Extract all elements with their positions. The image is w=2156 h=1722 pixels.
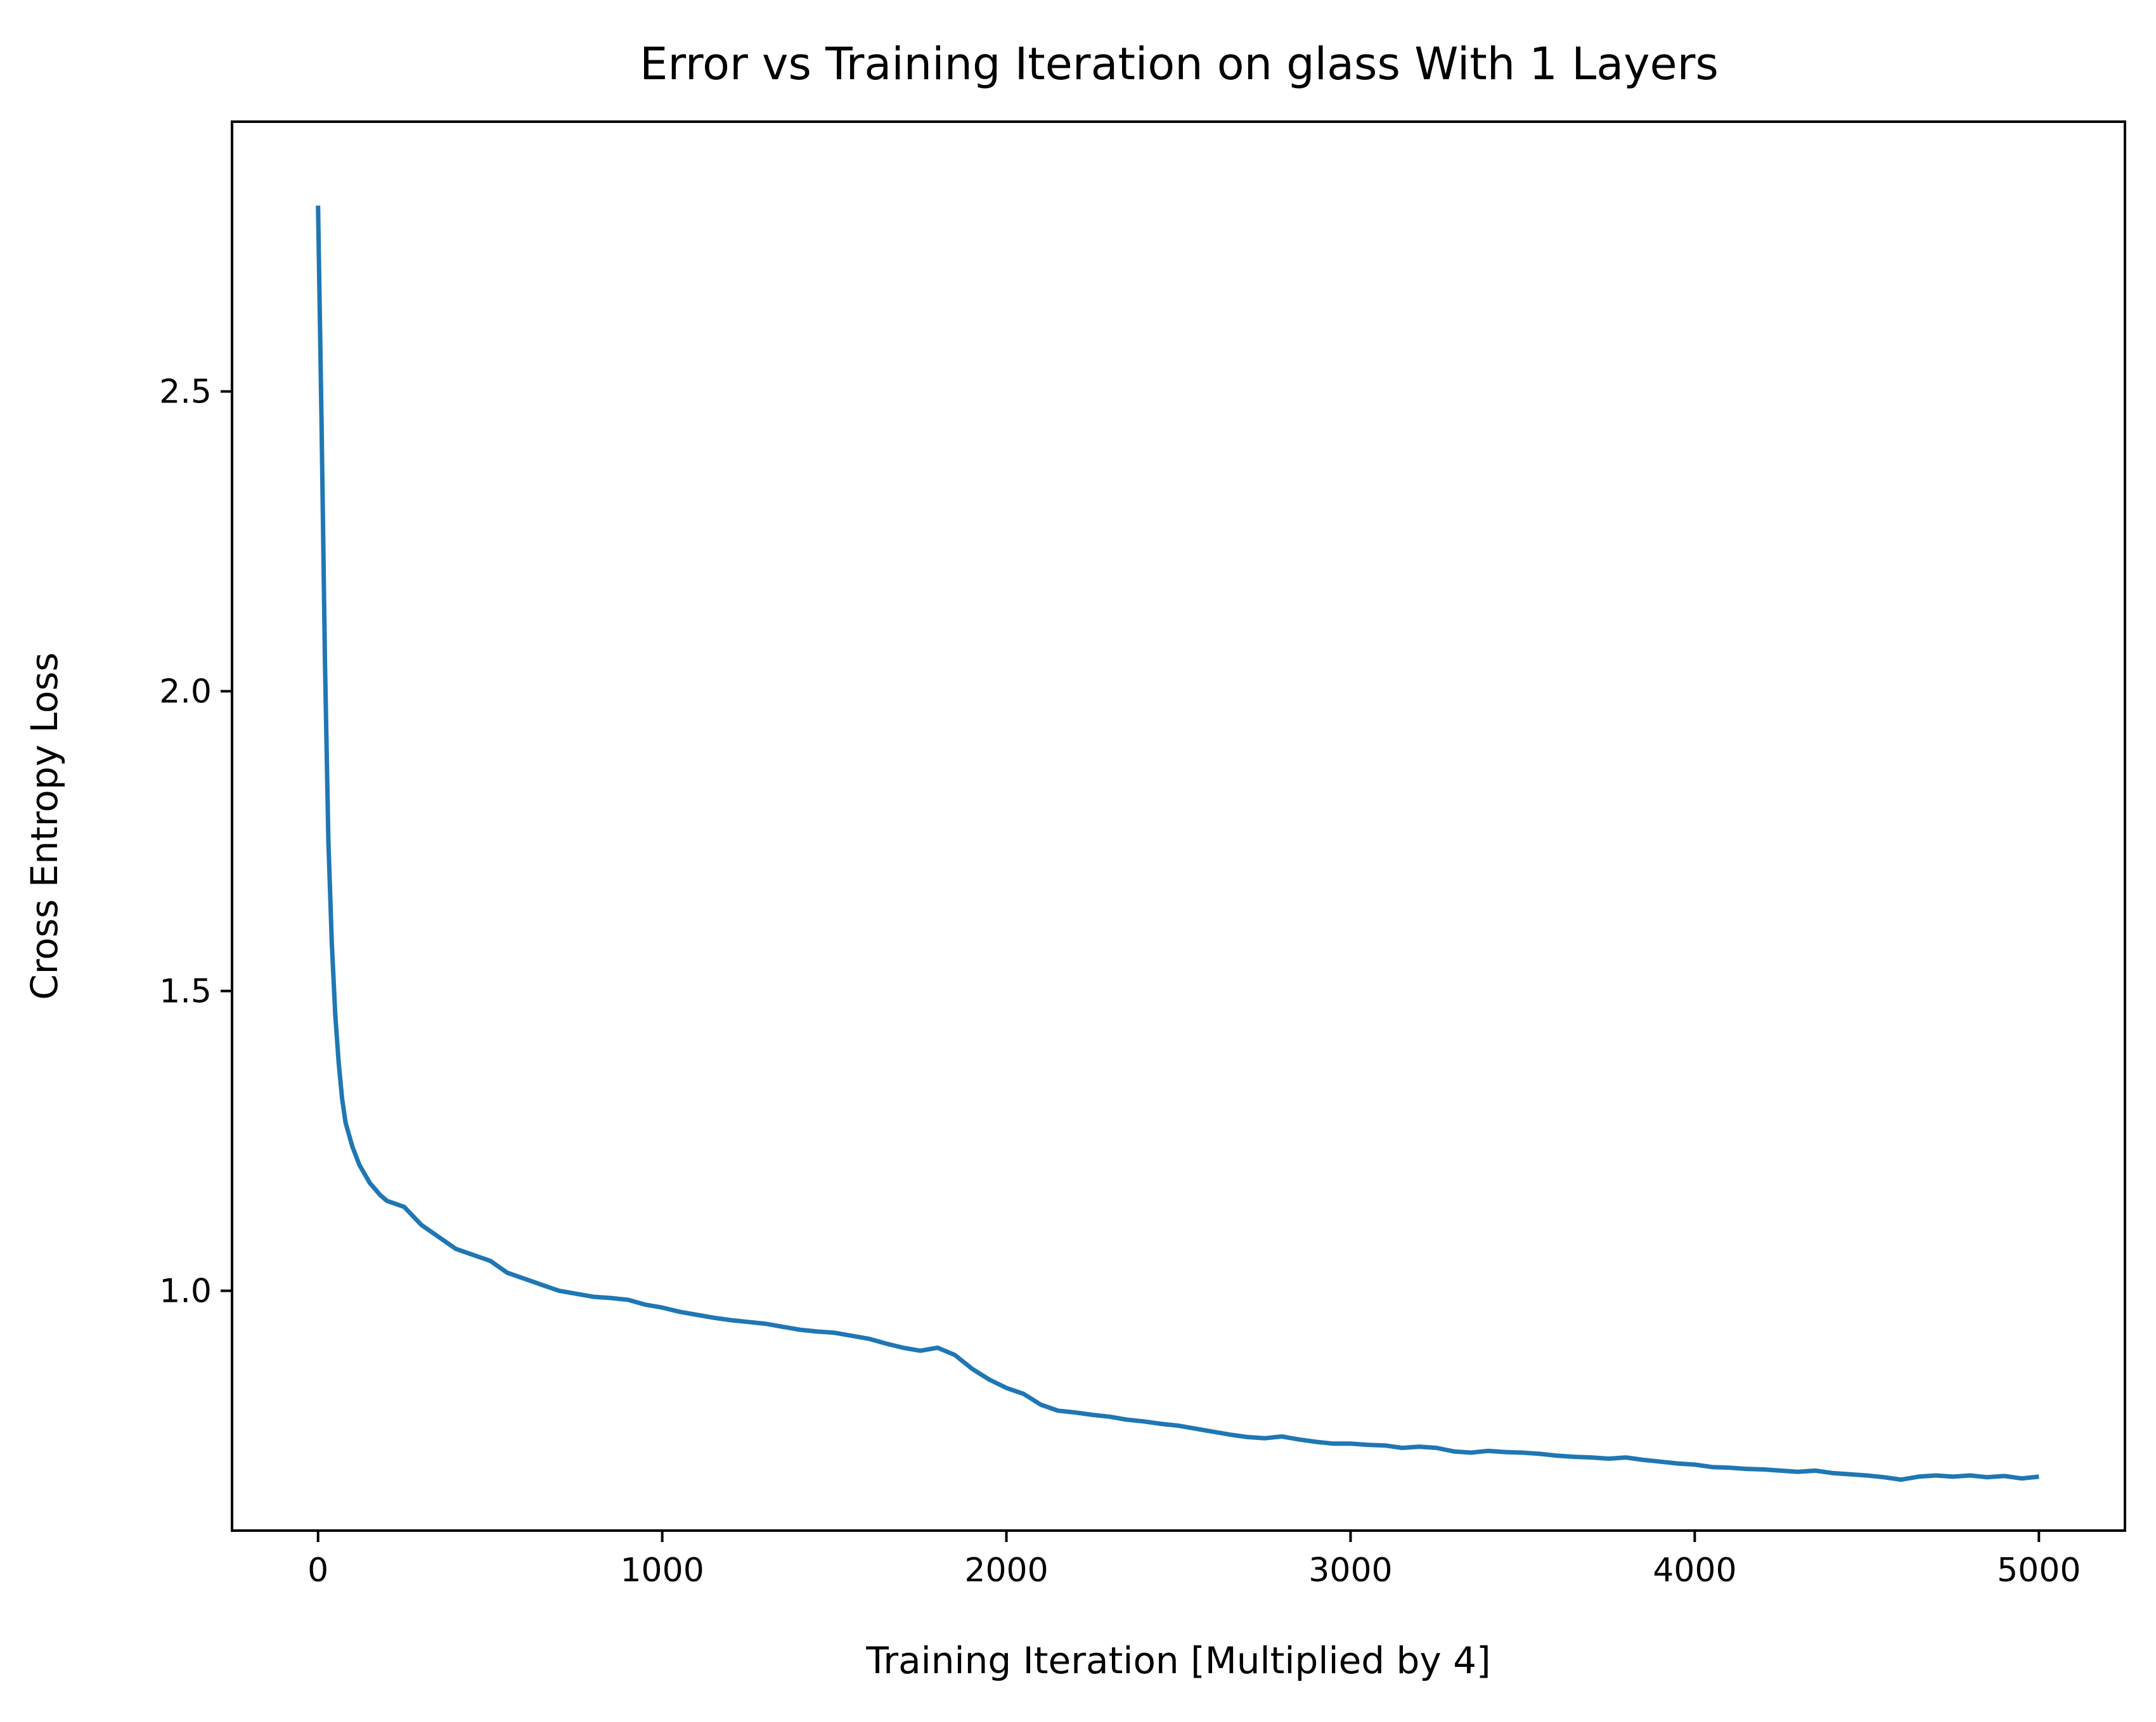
x-tick-label: 3000: [1308, 1552, 1392, 1590]
x-tick-label: 5000: [1997, 1552, 2081, 1590]
x-tick-label: 4000: [1653, 1552, 1736, 1590]
x-tick-label: 1000: [620, 1552, 704, 1590]
y-tick-label: 2.5: [159, 373, 212, 411]
chart-title: Error vs Training Iteration on glass Wit…: [640, 38, 1719, 90]
x-tick-label: 2000: [964, 1552, 1048, 1590]
y-axis-label: Cross Entropy Loss: [23, 652, 66, 999]
y-tick-label: 1.0: [159, 1273, 212, 1311]
y-tick-label: 1.5: [159, 973, 212, 1011]
y-tick-label: 2.0: [159, 673, 212, 711]
x-tick-label: 0: [307, 1552, 328, 1590]
x-axis-label: Training Iteration [Multiplied by 4]: [865, 1639, 1490, 1682]
